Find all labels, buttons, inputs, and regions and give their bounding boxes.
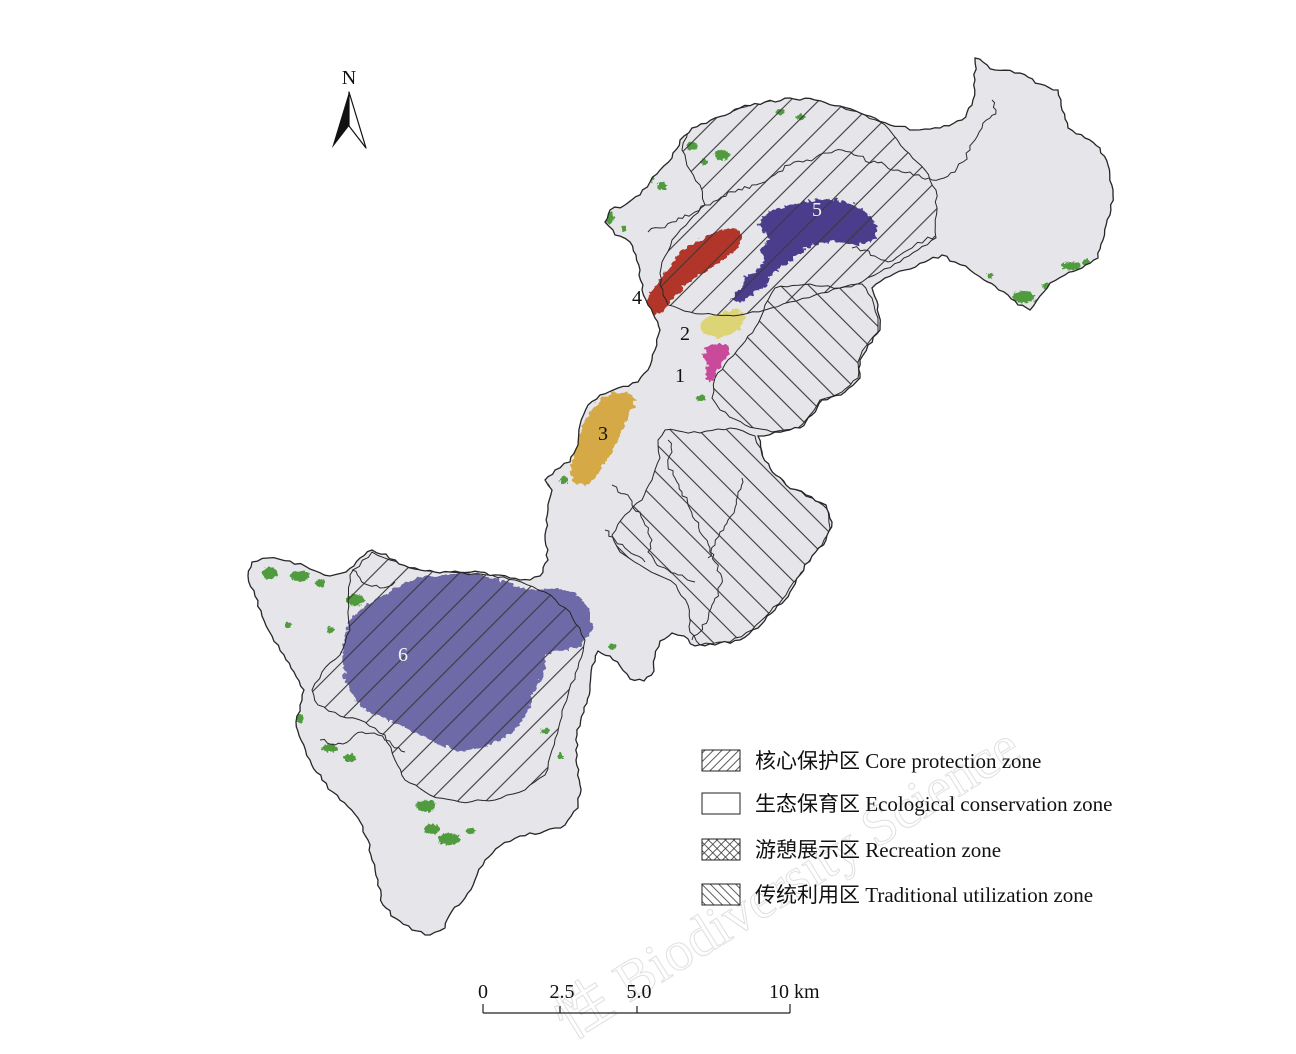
- river-line: [604, 529, 646, 563]
- legend-swatch-traditional-utilization: [701, 883, 741, 906]
- green-patch: [1012, 291, 1034, 303]
- scale-bar-labels: 0 2.5 5.0 10 km: [478, 981, 820, 1003]
- green-patch: [322, 744, 338, 752]
- legend: 核心保护区 Core protection zone 生态保育区 Ecologi…: [701, 749, 1112, 907]
- river-line: [611, 484, 696, 583]
- scale-label-0: 0: [478, 981, 488, 1003]
- green-patch: [296, 714, 304, 724]
- green-patch: [344, 754, 356, 762]
- green-patch: [696, 395, 706, 401]
- green-patch: [557, 753, 563, 759]
- green-patch: [424, 824, 440, 834]
- green-patch: [466, 828, 476, 834]
- patch-label-1: 1: [675, 365, 685, 387]
- green-patch: [315, 579, 325, 587]
- patch-label-4: 4: [632, 287, 642, 309]
- scale-label-5-0: 5.0: [627, 981, 652, 1003]
- internal-boundary-line: [319, 731, 406, 753]
- patch-labels: 1 2 3 4 5 6: [398, 199, 822, 666]
- green-patch: [608, 643, 616, 649]
- legend-item-recreation: 游憩展示区 Recreation zone: [701, 838, 1001, 862]
- patch-label-2: 2: [680, 323, 690, 345]
- river-line: [667, 439, 723, 641]
- legend-item-core-protection: 核心保护区 Core protection zone: [701, 749, 1041, 773]
- internal-lines: [319, 99, 997, 753]
- green-patch: [326, 627, 334, 633]
- green-patch: [290, 571, 310, 581]
- legend-item-traditional-utilization: 传统利用区 Traditional utilization zone: [701, 883, 1093, 907]
- habitat-patch-3: [570, 392, 636, 486]
- north-arrow-icon-right: [348, 91, 367, 149]
- patch-label-5: 5: [812, 199, 822, 221]
- scale-bar: [482, 1004, 791, 1014]
- green-patch: [438, 833, 460, 845]
- green-patch: [262, 567, 278, 579]
- scale-label-2-5: 2.5: [550, 981, 575, 1003]
- green-patch: [285, 622, 291, 628]
- legend-label-core-protection: 核心保护区 Core protection zone: [755, 749, 1041, 773]
- green-patch: [987, 273, 993, 279]
- north-arrow-icon: [332, 92, 349, 148]
- green-patch: [560, 476, 568, 484]
- core-protection-zone-southwest: [311, 551, 586, 804]
- internal-boundary-line: [851, 235, 936, 263]
- legend-swatch-recreation: [701, 838, 741, 861]
- map-content: [262, 96, 1090, 845]
- legend-swatch-core-protection: [701, 749, 741, 772]
- patch-label-6: 6: [398, 644, 408, 666]
- internal-boundary-line: [351, 569, 396, 589]
- habitat-patch-1: [703, 343, 730, 382]
- green-patch: [621, 226, 627, 232]
- river-line: [707, 477, 744, 559]
- map-boundary: [247, 57, 1114, 936]
- legend-item-ecological-conservation: 生态保育区 Ecological conservation zone: [701, 792, 1112, 816]
- legend-swatch-ecological-conservation: [701, 792, 741, 815]
- traditional-utilization-zone-east: [711, 283, 879, 433]
- legend-label-recreation: 游憩展示区 Recreation zone: [755, 838, 1001, 862]
- patch-label-3: 3: [598, 423, 608, 445]
- green-patch: [416, 800, 436, 812]
- internal-boundary-line: [647, 99, 997, 233]
- green-patch: [657, 182, 667, 190]
- legend-label-ecological-conservation: 生态保育区 Ecological conservation zone: [755, 792, 1112, 816]
- legend-label-traditional-utilization: 传统利用区 Traditional utilization zone: [755, 883, 1093, 907]
- scale-label-10-km: 10 km: [769, 981, 820, 1003]
- north-label: N: [342, 67, 356, 89]
- north-arrow: N: [332, 67, 367, 149]
- green-patch: [1061, 262, 1081, 270]
